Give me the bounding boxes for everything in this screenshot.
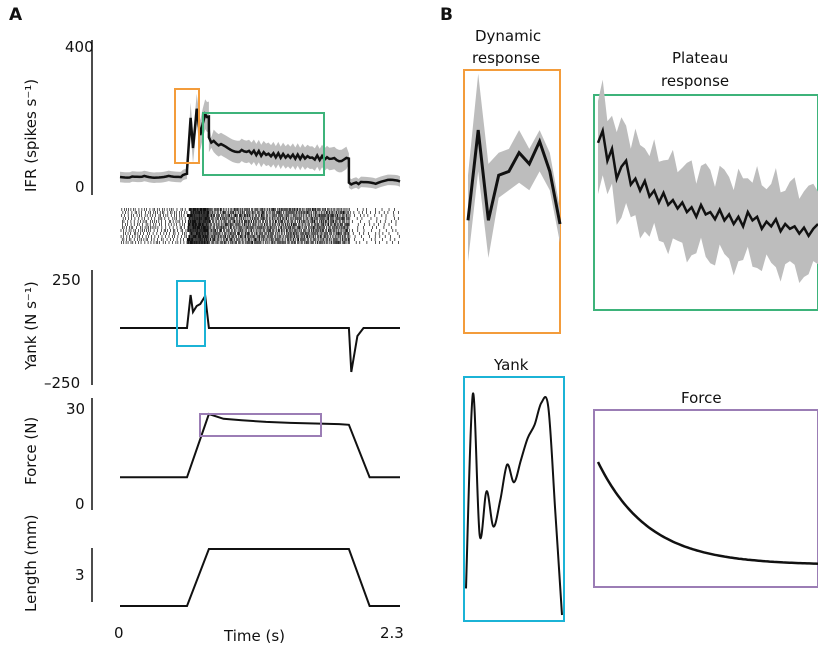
yank-ytick-bottom: –250: [44, 374, 80, 392]
ifr-plot: [119, 93, 401, 190]
plateau-variance-band: [598, 79, 818, 283]
force-ytick-top: 30: [66, 400, 85, 418]
ifr-dynamic-box: [174, 88, 200, 164]
yank-zoom-box: [463, 376, 565, 622]
force-ylabel: Force (N): [22, 417, 40, 485]
spike-raster: [120, 208, 400, 244]
plateau-title-line2: response: [661, 72, 729, 90]
yank-box: [176, 280, 206, 347]
force-axis: 30 0 Force (N): [22, 398, 93, 513]
panel-letter-a: A: [9, 5, 23, 25]
ifr-axis: 400 0 IFR (spikes s⁻¹): [22, 38, 94, 196]
force-trace: [120, 412, 400, 479]
dynamic-mean-trace: [466, 129, 562, 225]
ifr-plateau-box: [202, 112, 325, 176]
length-trace: [120, 548, 400, 607]
force-zoom-title: Force: [681, 389, 722, 407]
yank-zoom-title: Yank: [493, 356, 529, 374]
length-ytick: 3: [75, 566, 85, 584]
force-zoom-box: [593, 409, 818, 588]
force-zoom-trace: [596, 461, 818, 565]
dynamic-title-line1: Dynamic: [475, 27, 541, 45]
length-axis: 3 Length (mm): [22, 515, 93, 612]
time-xlabel: Time (s): [223, 627, 285, 645]
force-box: [199, 413, 322, 437]
ifr-ytick-bottom: 0: [75, 178, 85, 196]
yank-axis: 250 –250 Yank (N s⁻¹): [22, 270, 93, 392]
ifr-ytick-top: 400: [65, 38, 94, 56]
time-xtick-end: 2.3: [380, 624, 404, 642]
length-ylabel: Length (mm): [22, 515, 40, 612]
plateau-mean-trace: [596, 126, 818, 239]
time-xtick-start: 0: [114, 624, 124, 642]
ifr-ylabel: IFR (spikes s⁻¹): [22, 79, 40, 192]
dynamic-title-line2: response: [472, 49, 540, 67]
yank-ylabel: Yank (N s⁻¹): [22, 281, 40, 371]
force-ytick-bottom: 0: [75, 495, 85, 513]
plateau-title-line1: Plateau: [672, 49, 728, 67]
yank-ytick-top: 250: [52, 271, 81, 289]
dynamic-box: [463, 69, 561, 334]
yank-zoom-trace: [465, 392, 563, 616]
ifr-mean-trace: [119, 108, 401, 186]
yank-trace: [120, 293, 400, 373]
panel-letter-b: B: [440, 5, 453, 25]
plateau-box: [593, 94, 818, 311]
ifr-variance-band: [120, 93, 400, 190]
